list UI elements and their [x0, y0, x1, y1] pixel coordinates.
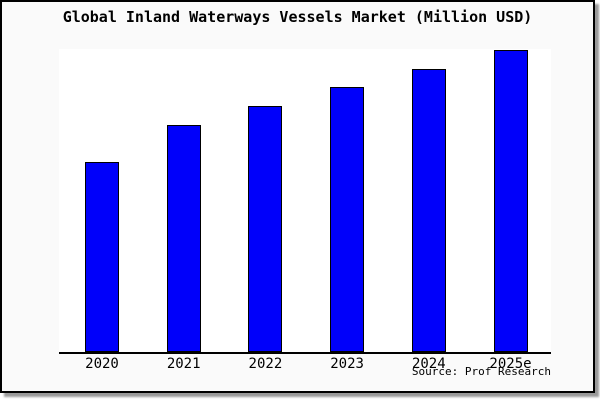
x-tick-label-2021: 2021: [166, 356, 201, 372]
x-tick-label-2020: 2020: [85, 356, 119, 372]
x-tick-label-2022: 2022: [248, 356, 283, 372]
bar-2021: [166, 125, 201, 352]
plot-area: 2020 2021 2022 2023 2024 2025e: [59, 49, 551, 371]
x-tick-label-2023: 2023: [330, 356, 364, 372]
x-tick-label-2025e: 2025e: [489, 356, 532, 372]
bar-2020: [85, 162, 119, 352]
source-credit: Source: Prof Research: [411, 365, 551, 378]
bar-2022: [248, 106, 283, 352]
chart-frame: Global Inland Waterways Vessels Market (…: [0, 0, 595, 393]
x-tick-label-2024: 2024: [411, 356, 446, 372]
bar-2024: [411, 69, 446, 352]
bar-2025e: [493, 50, 528, 352]
bar-2023: [330, 87, 365, 352]
chart-title: Global Inland Waterways Vessels Market (…: [62, 8, 533, 26]
